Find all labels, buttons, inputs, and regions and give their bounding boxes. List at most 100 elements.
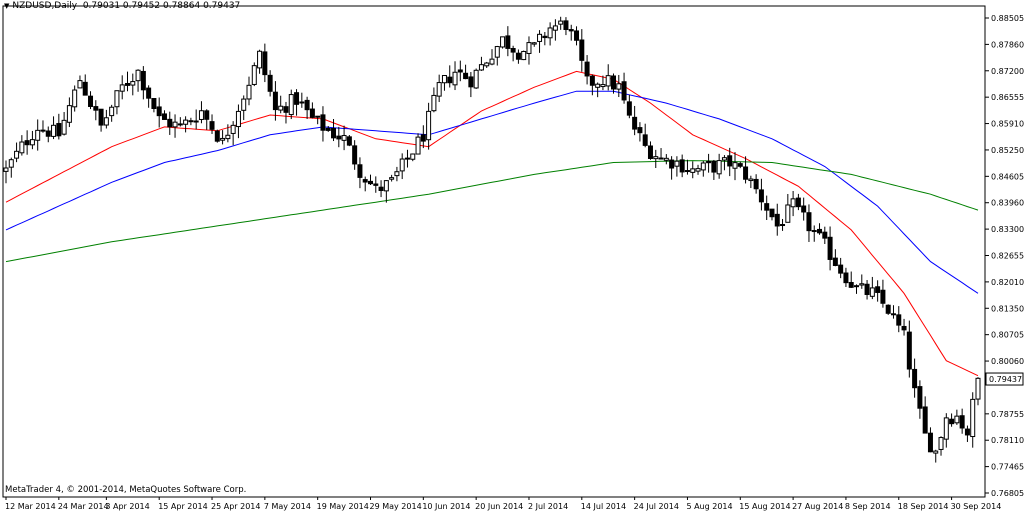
- candle-body: [436, 82, 442, 97]
- candle-body: [949, 418, 955, 425]
- candle-body: [743, 166, 749, 180]
- candle-body: [109, 106, 115, 117]
- candle-body: [600, 84, 606, 88]
- candle-body: [917, 386, 923, 409]
- candle-body: [563, 20, 569, 30]
- candle-body: [177, 123, 183, 126]
- candle-body: [98, 108, 104, 126]
- candle-body: [304, 99, 310, 111]
- candle-body: [574, 30, 580, 41]
- candle-body: [595, 83, 601, 88]
- current-price-box: [985, 372, 1024, 386]
- y-tick-label: 0.85250: [991, 146, 1024, 155]
- candle-body: [294, 92, 300, 105]
- candle-body: [806, 212, 812, 232]
- candle-body: [235, 110, 241, 128]
- candle-body: [605, 75, 611, 87]
- x-tick-label: 15 Aug 2014: [739, 502, 790, 511]
- candle-body: [690, 168, 696, 173]
- candle-body: [700, 162, 706, 171]
- candle-body: [3, 167, 9, 172]
- candle-body: [727, 155, 733, 167]
- candle-body: [103, 117, 109, 126]
- candle-body: [241, 98, 247, 111]
- y-tick-label: 0.84605: [991, 172, 1024, 181]
- y-tick-label: 0.82010: [991, 278, 1024, 287]
- candle-body: [822, 231, 828, 239]
- plot-frame: [2, 5, 986, 498]
- candle-body: [473, 69, 479, 89]
- x-tick-label: 8 Sep 2014: [845, 502, 891, 511]
- x-tick-label: 15 Apr 2014: [158, 502, 207, 511]
- candle-body: [795, 197, 801, 208]
- candle-body: [521, 50, 527, 61]
- candle-body: [811, 230, 817, 233]
- candles-layer: [3, 16, 981, 463]
- candle-body: [531, 42, 537, 45]
- candle-body: [378, 186, 384, 191]
- candle-body: [373, 183, 379, 186]
- candle-body: [642, 134, 648, 146]
- candle-body: [368, 180, 373, 185]
- candle-body: [526, 42, 532, 54]
- candle-body: [774, 213, 780, 227]
- candle-body: [494, 46, 500, 58]
- candle-body: [616, 83, 622, 90]
- candle-body: [626, 101, 632, 116]
- candle-body: [875, 286, 881, 293]
- candle-body: [415, 136, 421, 155]
- y-tick-label: 0.83960: [991, 199, 1024, 208]
- candle-body: [29, 139, 35, 146]
- candle-body: [14, 150, 20, 159]
- candle-body: [684, 170, 690, 173]
- candle-body: [695, 168, 701, 172]
- candle-body: [88, 95, 94, 107]
- candle-body: [119, 84, 125, 92]
- candle-body: [679, 159, 685, 173]
- candle-body: [510, 48, 516, 53]
- candle-body: [51, 124, 57, 137]
- x-tick-label: 24 Jul 2014: [634, 502, 679, 511]
- candle-body: [748, 178, 754, 182]
- x-tick-label: 20 Jun 2014: [475, 502, 523, 511]
- candle-body: [848, 282, 854, 288]
- candle-body: [40, 129, 46, 132]
- candle-body: [394, 171, 400, 177]
- y-tick-label: 0.80060: [991, 357, 1024, 366]
- candle-body: [933, 450, 939, 454]
- candle-body: [114, 90, 120, 108]
- candle-body: [257, 50, 263, 69]
- candle-body: [262, 51, 268, 76]
- candle-body: [420, 134, 426, 142]
- y-tick-label: 0.77465: [991, 463, 1024, 472]
- candle-body: [637, 127, 643, 134]
- candle-body: [801, 205, 807, 213]
- candle-body: [938, 437, 944, 450]
- y-tick-label: 0.80705: [991, 331, 1024, 340]
- candle-body: [146, 87, 152, 99]
- candle-body: [283, 106, 289, 113]
- candle-body: [753, 178, 759, 190]
- candle-body: [452, 71, 458, 86]
- x-tick-label: 30 Sep 2014: [951, 502, 1002, 511]
- candle-body: [647, 145, 653, 159]
- candle-body: [331, 127, 337, 139]
- candle-body: [880, 289, 886, 304]
- candle-body: [537, 33, 543, 42]
- x-tick-label: 12 Mar 2014: [5, 502, 56, 511]
- candle-body: [230, 124, 236, 134]
- candle-body: [621, 81, 627, 101]
- candle-body: [711, 160, 717, 173]
- candle-body: [389, 177, 395, 180]
- candle-body: [785, 204, 791, 223]
- candle-body: [315, 115, 321, 118]
- candle-body: [399, 158, 405, 172]
- candle-body: [309, 108, 315, 118]
- candle-body: [251, 65, 257, 85]
- y-tick-label: 0.88505: [991, 14, 1024, 23]
- candle-body: [130, 81, 136, 86]
- candle-body: [764, 203, 770, 211]
- candle-body: [426, 110, 432, 141]
